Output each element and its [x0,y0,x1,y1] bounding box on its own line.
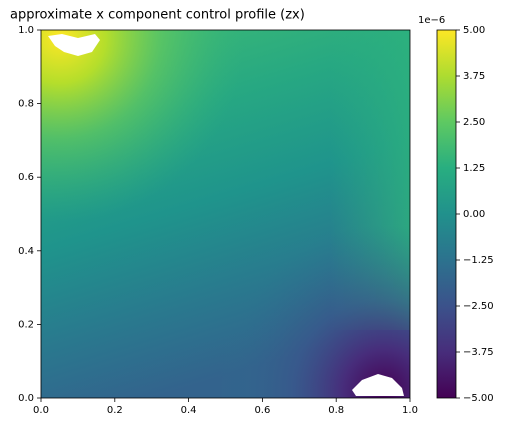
y-tick-label: 0.0 [18,393,34,404]
y-tick-label: 0.8 [18,99,34,110]
colorbar-tick-label: 3.75 [463,71,485,82]
plot-frame [40,29,411,399]
y-tick-label: 0.2 [18,319,34,330]
colorbar-tick-label: 1.25 [463,163,485,174]
contour-field [41,30,410,398]
x-tick-label: 1.0 [402,405,418,416]
x-tick-label: 0.0 [33,405,49,416]
y-tick-label: 0.4 [18,246,34,257]
colorbar-tick-label: 2.50 [463,117,485,128]
colorbar-offset: 1e−6 [418,15,445,26]
x-tick-label: 0.6 [254,405,270,416]
y-tick-label: 1.0 [18,25,34,36]
x-tick-label: 0.8 [328,405,344,416]
colorbar [436,29,457,399]
x-tick-label: 0.4 [181,405,197,416]
colorbar-tick-label: −1.25 [463,255,494,266]
colorbar-tick-label: 5.00 [463,25,485,36]
y-tick-label: 0.6 [18,172,34,183]
chart-title: approximate x component control profile … [10,8,305,23]
colorbar-tick-label: 0.00 [463,209,485,220]
colorbar-tick-label: −2.50 [463,301,494,312]
x-tick-label: 0.2 [107,405,123,416]
colorbar-tick-label: −5.00 [463,393,494,404]
colorbar-tick-label: −3.75 [463,347,494,358]
